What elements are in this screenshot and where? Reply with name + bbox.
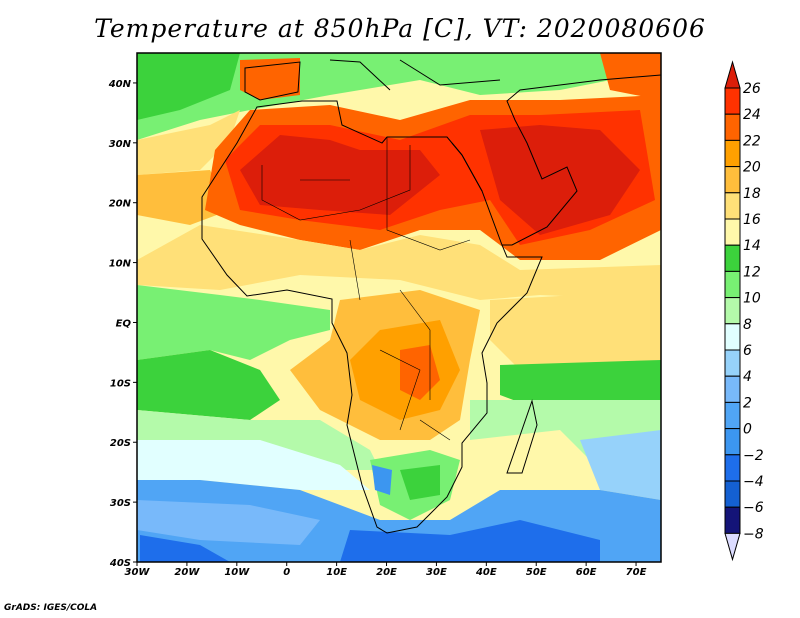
colorbar-swatch xyxy=(724,218,741,246)
colorbar-label: 6 xyxy=(743,343,752,359)
madagascar-coastline xyxy=(506,399,538,474)
lon-tick-label: 0 xyxy=(283,567,290,578)
arabia-coastline xyxy=(451,74,661,246)
colorbar-swatch xyxy=(724,139,741,168)
colorbar-label: 4 xyxy=(743,369,752,385)
colorbar-swatch xyxy=(724,87,741,115)
lon-tick-label: 70E xyxy=(626,567,647,578)
colorbar-label: −6 xyxy=(743,500,764,516)
lat-tick-label: EQ xyxy=(116,318,132,329)
colorbar-label: 8 xyxy=(743,317,752,333)
colorbar-label: 22 xyxy=(743,133,761,149)
latitude-axis: 40N 30N 20N 10N EQ 10S 20S 30S 40S xyxy=(108,79,137,569)
colorbar-top-arrow xyxy=(724,60,741,89)
colorbar-swatch xyxy=(724,454,741,482)
colorbar-label: 2 xyxy=(743,395,752,411)
colorbar-swatch xyxy=(724,270,741,299)
colorbar-swatch xyxy=(724,401,741,430)
plot-frame xyxy=(136,52,662,563)
credit-label: GrADS: IGES/COLA xyxy=(4,603,98,613)
colorbar-swatch xyxy=(724,428,741,456)
colorbar-swatch xyxy=(724,323,741,351)
colorbar-label: −8 xyxy=(743,526,764,542)
colorbar-swatch xyxy=(724,349,741,377)
colorbar-bottom-arrow xyxy=(724,532,741,562)
plot-title: Temperature at 850hPa [C], VT: 202008060… xyxy=(94,14,706,43)
colorbar-label: 20 xyxy=(743,160,761,176)
colorbar-swatch xyxy=(724,506,741,534)
lon-tick-label: 20W xyxy=(174,567,200,578)
lat-tick-label: 40N xyxy=(108,79,132,90)
lon-tick-label: 10E xyxy=(326,567,347,578)
temperature-field xyxy=(137,53,661,562)
colorbar-label: 10 xyxy=(743,291,761,307)
country-borders xyxy=(261,137,471,441)
colorbar-label: 12 xyxy=(743,264,761,280)
colorbar-swatch xyxy=(724,375,741,403)
africa-coastline xyxy=(201,100,543,534)
colorbar-swatch xyxy=(724,166,741,194)
lon-tick-label: 50E xyxy=(526,567,547,578)
lat-tick-label: 30N xyxy=(109,139,132,150)
colorbar-label: 16 xyxy=(743,212,761,228)
colorbar-label: 18 xyxy=(743,186,761,202)
colorbar-swatch xyxy=(724,244,741,272)
lat-tick-label: 10N xyxy=(109,259,132,270)
lon-tick-label: 30W xyxy=(125,567,151,578)
lat-tick-label: 20N xyxy=(109,199,132,210)
longitude-axis: 30W 20W 10W 0 10E 20E 30E 40E 50E 60E 70E xyxy=(125,562,647,578)
lon-tick-label: 40E xyxy=(475,567,497,578)
lat-tick-label: 30S xyxy=(110,498,131,509)
colorbar-swatch xyxy=(724,480,741,508)
lon-tick-label: 60E xyxy=(576,567,597,578)
lon-tick-label: 20E xyxy=(376,567,397,578)
colorbar-swatch xyxy=(724,297,741,325)
lat-tick-label: 20S xyxy=(110,438,131,449)
colorbar-label: 24 xyxy=(743,107,761,123)
lat-tick-label: 40S xyxy=(109,558,131,569)
lon-tick-label: 10W xyxy=(224,567,250,578)
colorbar-swatch xyxy=(724,192,741,220)
lat-tick-label: 10S xyxy=(110,378,131,389)
colorbar-label: −2 xyxy=(743,448,764,464)
colorbar-label: 26 xyxy=(743,81,761,97)
lon-tick-label: 30E xyxy=(426,567,447,578)
colorbar-swatch xyxy=(724,113,741,141)
colorbar-label: 0 xyxy=(743,422,752,438)
colorbar-label: −4 xyxy=(743,474,764,490)
europe-coastline xyxy=(244,59,501,101)
colorbar-label: 14 xyxy=(743,238,761,254)
